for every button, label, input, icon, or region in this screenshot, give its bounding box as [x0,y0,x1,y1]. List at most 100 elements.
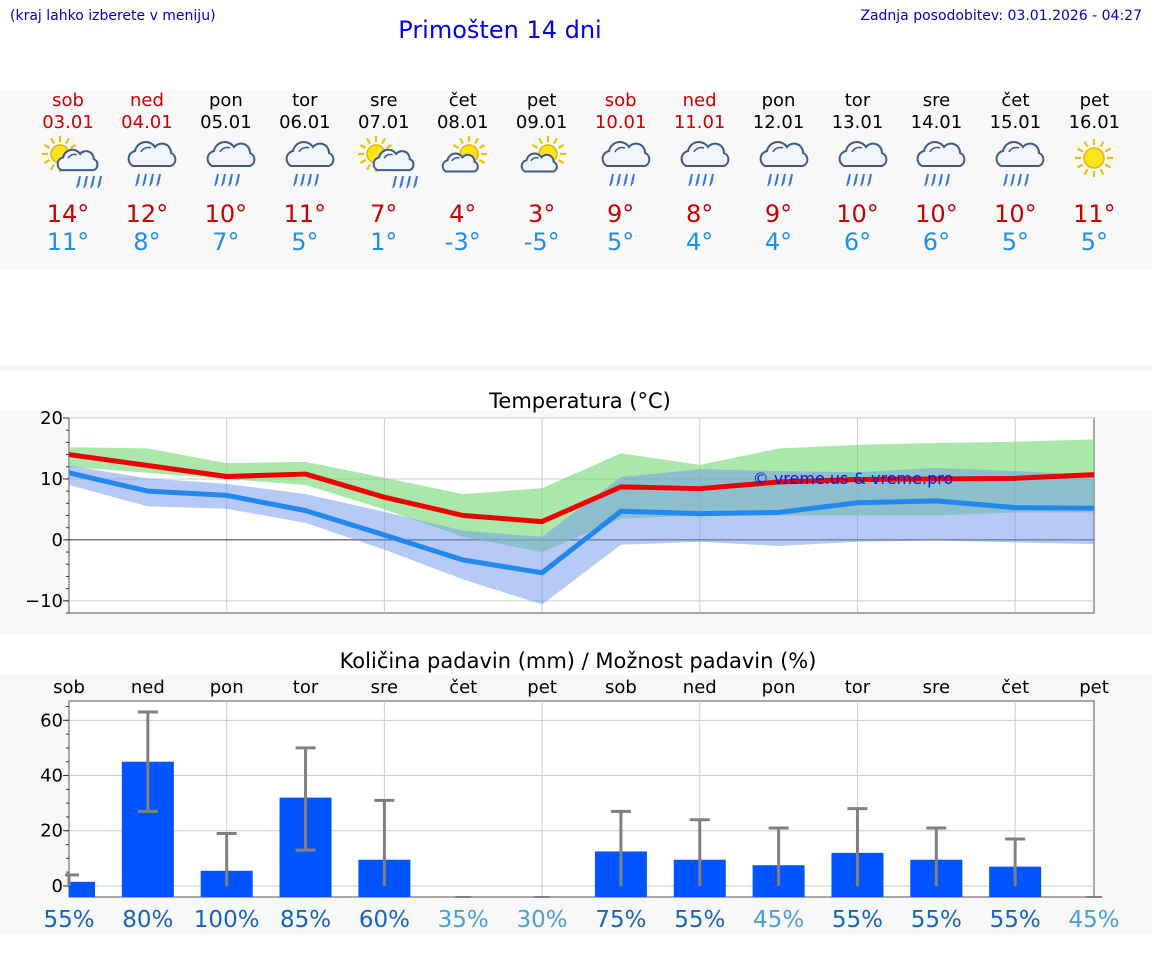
location-hint: (kraj lahko izberete v meniju) [10,8,216,24]
max-temperature: 4° [449,200,477,228]
precipitation-probability: 100% [194,907,260,933]
precipitation-probability: 75% [595,907,646,933]
max-temperature: 10° [836,200,879,228]
max-temperature: 14° [46,200,90,228]
precipitation-probability: 55% [990,907,1041,933]
max-temperature: 10° [915,200,958,228]
min-temperature: 6° [922,228,951,256]
temperature-chart: Temperatura (°C) 20 10 0 −10 © vreme.us & vre… [25,389,1095,614]
precipitation-probability: 30% [517,907,568,933]
x-category-label: ned [131,677,165,698]
x-category-label: sre [371,677,398,698]
max-temperature: 9° [607,200,635,228]
min-temperature: 6° [843,228,872,256]
sun-cloud-rain-icon [357,136,418,189]
min-temperature: 5° [1080,228,1108,256]
x-category-label: sre [923,677,950,698]
temperature-chart-title: Temperatura (°C) [488,389,671,413]
y-tick-label: 40 [40,766,63,787]
day-name: tor [844,90,871,111]
max-temperature: 10° [204,200,248,228]
sun-cloud-rain-icon [42,136,102,189]
day-name: ned [129,90,164,111]
precipitation-probability: 55% [911,907,962,933]
day-date: 14.01 [910,112,963,133]
max-temperature: 12° [125,200,169,228]
min-temperature: 5° [291,228,319,256]
min-temperature: 4° [685,228,714,256]
forecast-day: sre 14.01 10° 6° [896,90,976,256]
precipitation-probability: 45% [1068,907,1119,933]
x-category-label: pet [527,677,557,698]
day-date: 08.01 [436,112,489,133]
day-name: sre [922,90,951,111]
cloud-rain-icon [838,141,887,187]
day-date: 11.01 [673,112,726,133]
day-date: 09.01 [515,112,568,133]
min-temperature: -3° [444,228,481,256]
forecast-day: tor 13.01 10° 6° [818,90,898,256]
min-temperature-range [69,465,1094,605]
precipitation-probability: 55% [674,907,725,933]
forecast-day: sre 07.01 7° 1° [344,90,424,256]
precipitation-chart-title: Količina padavin (mm) / Možnost padavin … [340,649,817,673]
cloud-rain-icon [759,141,808,187]
min-temperature: -5° [523,228,560,256]
day-name: sre [370,90,398,111]
min-temperature: 7° [212,228,240,256]
x-category-label: čet [449,677,477,698]
max-temperature: 9° [764,200,793,228]
precipitation-probability: 35% [438,907,489,933]
precipitation-probability: 60% [359,907,410,933]
cloud-rain-icon [601,141,651,187]
sun-icon [1075,139,1114,177]
cloud-rain-icon [917,141,966,187]
day-date: 05.01 [200,112,252,133]
day-date: 13.01 [831,112,884,133]
precipitation-bar [69,881,95,897]
forecast-day: ned 11.01 8° 4° [660,90,740,256]
precipitation-probability: 55% [832,907,883,933]
forecast-day: pon 12.01 9° 4° [739,90,819,256]
day-name: pet [1079,90,1110,111]
day-date: 03.01 [42,112,94,133]
x-category-label: pet [1079,677,1109,698]
y-tick-label: 60 [40,710,63,731]
day-date: 06.01 [279,112,331,133]
day-name: čet [1001,90,1030,111]
x-category-label: pon [762,677,796,698]
x-category-label: ned [683,677,717,698]
sun-cloud-icon [441,136,487,173]
day-name: ned [682,90,717,111]
day-name: čet [448,90,477,111]
cloud-rain-icon [680,141,729,187]
min-temperature-line [68,470,1095,576]
min-temperature: 8° [133,228,161,256]
day-name: pet [526,90,557,111]
x-category-label: čet [1001,677,1029,698]
day-name: sob [52,90,84,111]
x-category-label: sob [605,677,637,698]
precipitation-chart: Količina padavin (mm) / Možnost padavin … [40,649,1119,933]
day-name: tor [292,90,318,111]
day-name: pon [761,90,796,111]
y-tick-label: 0 [52,530,63,551]
last-updated: Zadnja posodobitev: 03.01.2026 - 04:27 [860,8,1142,24]
min-temperature: 1° [370,228,398,256]
forecast-day: sob 10.01 9° 5° [581,90,661,256]
day-date: 07.01 [358,112,410,133]
forecast-day: pet 09.01 3° -5° [502,90,582,256]
separator [0,365,1152,371]
sun-cloud-icon [520,136,566,173]
day-date: 10.01 [594,112,647,133]
max-temperature: 11° [1073,200,1116,228]
min-temperature: 5° [1001,228,1030,256]
max-temperature: 11° [283,200,327,228]
forecast-strip [0,90,1152,270]
watermark: © vreme.us & vreme.pro [753,469,954,488]
max-temperature: 7° [370,200,398,228]
day-date: 04.01 [121,112,173,133]
max-temperature: 10° [994,200,1037,228]
forecast-day: pet 16.01 11° 5° [1054,90,1134,256]
y-tick-label: 0 [52,876,63,897]
